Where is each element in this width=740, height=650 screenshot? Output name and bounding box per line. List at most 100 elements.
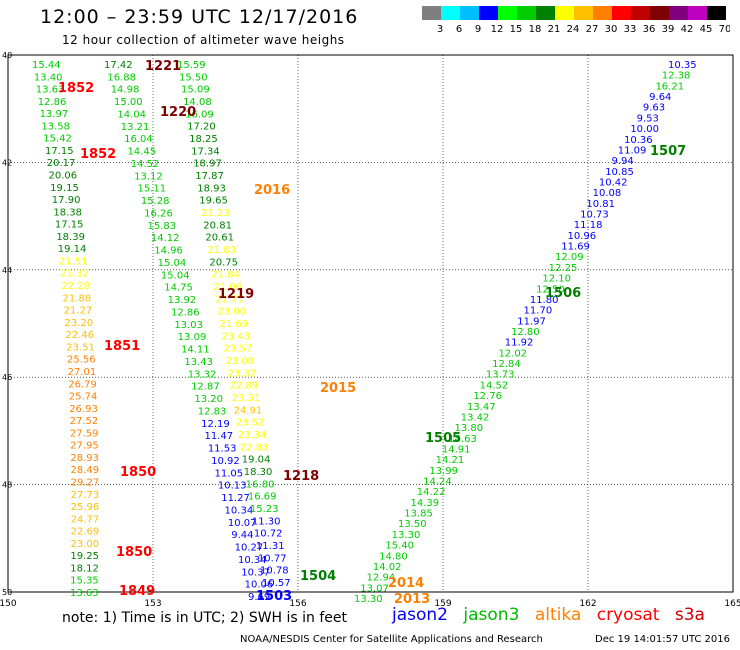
wave-height-value: 10.92 <box>211 456 240 467</box>
wave-height-value: 23.43 <box>222 331 251 342</box>
wave-height-value: 14.12 <box>151 233 180 244</box>
wave-height-value: 27.01 <box>68 367 97 378</box>
wave-height-value: 13.43 <box>184 357 213 368</box>
note-text: note: 1) Time is in UTC; 2) SWH is in fe… <box>62 610 348 626</box>
wave-height-value: 17.87 <box>195 171 224 182</box>
wave-height-value: 21.23 <box>201 208 230 219</box>
wave-height-value: 15.09 <box>181 85 210 96</box>
pass-number-label: 1220 <box>160 105 196 120</box>
wave-height-value: 27.59 <box>70 428 99 439</box>
wave-height-value: 22.83 <box>240 442 269 453</box>
wave-height-value: 11.27 <box>221 493 250 504</box>
wave-height-value: 14.39 <box>411 498 440 509</box>
wave-height-value: 11.92 <box>505 338 534 349</box>
pass-number-label: 1850 <box>116 545 152 560</box>
y-tick-label: 44 <box>2 266 12 275</box>
wave-height-value: 13.97 <box>40 109 69 120</box>
wave-height-value: 18.93 <box>197 183 226 194</box>
wave-height-value: 23.52 <box>236 418 265 429</box>
wave-height-value: 12.87 <box>191 382 220 393</box>
wave-height-value: 24.77 <box>71 514 100 525</box>
pass-number-label: 1850 <box>120 465 156 480</box>
wave-height-value: 13.42 <box>461 412 490 423</box>
colorbar-swatch <box>707 6 726 20</box>
wave-height-value: 14.98 <box>111 85 140 96</box>
plot-frame <box>7 54 734 593</box>
wave-height-value: 21.84 <box>211 270 240 281</box>
wave-height-value: 13.32 <box>188 369 217 380</box>
wave-height-value: 19.15 <box>50 183 79 194</box>
wave-height-value: 20.75 <box>209 257 238 268</box>
wave-height-value: 13.30 <box>392 530 421 541</box>
wave-height-value: 13.50 <box>398 519 427 530</box>
wave-height-value: 15.11 <box>137 184 166 195</box>
wave-height-value: 17.42 <box>104 60 133 71</box>
wave-height-value: 12.80 <box>511 327 540 338</box>
wave-height-value: 14.24 <box>423 477 452 488</box>
colorbar-swatch <box>517 6 536 20</box>
wave-height-value: 14.08 <box>183 97 212 108</box>
wave-height-value: 10.57 <box>262 578 291 589</box>
wave-height-value: 13.09 <box>178 332 207 343</box>
wave-height-value: 11.70 <box>524 306 553 317</box>
wave-height-value: 21.83 <box>207 245 236 256</box>
wave-height-value: 9.63 <box>643 103 665 114</box>
wave-height-value: 13.12 <box>134 171 163 182</box>
wave-height-value: 10.13 <box>218 481 247 492</box>
wave-height-value: 15.00 <box>114 97 143 108</box>
wave-height-value: 22.28 <box>61 281 90 292</box>
colorbar-swatch <box>631 6 650 20</box>
wave-height-value: 25.56 <box>67 355 96 366</box>
wave-height-value: 10.34 <box>238 555 267 566</box>
x-tick-label: 153 <box>144 599 161 609</box>
wave-height-value: 21.51 <box>59 256 88 267</box>
wave-height-value: 9.64 <box>649 92 671 103</box>
wave-height-value: 11.30 <box>252 516 281 527</box>
colorbar-label: 3 <box>437 24 443 35</box>
pass-number-label: 1505 <box>425 431 461 446</box>
wave-height-value: 21.32 <box>60 269 89 280</box>
y-tick-label: 48 <box>2 481 12 490</box>
colorbar-label: 6 <box>456 24 462 35</box>
wave-height-value: 15.04 <box>161 270 190 281</box>
wave-height-value: 11.69 <box>561 242 590 253</box>
wave-height-value: 19.14 <box>58 244 87 255</box>
wave-height-value: 27.95 <box>70 441 99 452</box>
wave-height-value: 23.51 <box>66 342 95 353</box>
x-tick-label: 156 <box>289 599 306 609</box>
wave-height-value: 12.38 <box>662 71 691 82</box>
x-tick-label: 162 <box>579 599 596 609</box>
wave-height-value: 10.35 <box>668 60 697 71</box>
colorbar-swatch <box>688 6 707 20</box>
colorbar-swatch <box>593 6 612 20</box>
wave-height-value: 10.08 <box>593 188 622 199</box>
wave-height-value: 12.25 <box>549 263 578 274</box>
colorbar-label: 15 <box>510 24 523 35</box>
wave-height-value: 10.07 <box>228 518 257 529</box>
footer: NOAA/NESDIS Center for Satellite Applica… <box>240 634 730 645</box>
wave-height-value: 23.31 <box>232 393 261 404</box>
wave-height-value: 23.08 <box>226 356 255 367</box>
wave-height-value: 18.12 <box>70 563 99 574</box>
wave-height-value: 18.39 <box>56 232 85 243</box>
legend-s3a: s3a <box>674 605 705 625</box>
wave-height-value: 14.45 <box>127 147 156 158</box>
wave-height-value: 12.84 <box>492 359 521 370</box>
wave-height-value: 19.04 <box>242 455 271 466</box>
wave-height-value: 14.52 <box>131 159 160 170</box>
pass-number-label: 2015 <box>320 381 356 396</box>
wave-height-value: 19.25 <box>70 551 99 562</box>
colorbar-label: 36 <box>643 24 656 35</box>
wave-height-value: 12.94 <box>367 573 396 584</box>
wave-height-value: 27.52 <box>70 416 99 427</box>
colorbar-label: 42 <box>681 24 694 35</box>
wave-height-value: 21.88 <box>63 293 92 304</box>
wave-height-value: 11.31 <box>256 541 285 552</box>
colorbar-label: 45 <box>700 24 713 35</box>
wave-height-value: 18.25 <box>189 134 218 145</box>
wave-height-value: 23.20 <box>65 318 94 329</box>
pass-number-label: 1221 <box>145 59 181 74</box>
wave-height-value: 10.37 <box>241 567 270 578</box>
wave-height-value: 12.10 <box>542 274 571 285</box>
